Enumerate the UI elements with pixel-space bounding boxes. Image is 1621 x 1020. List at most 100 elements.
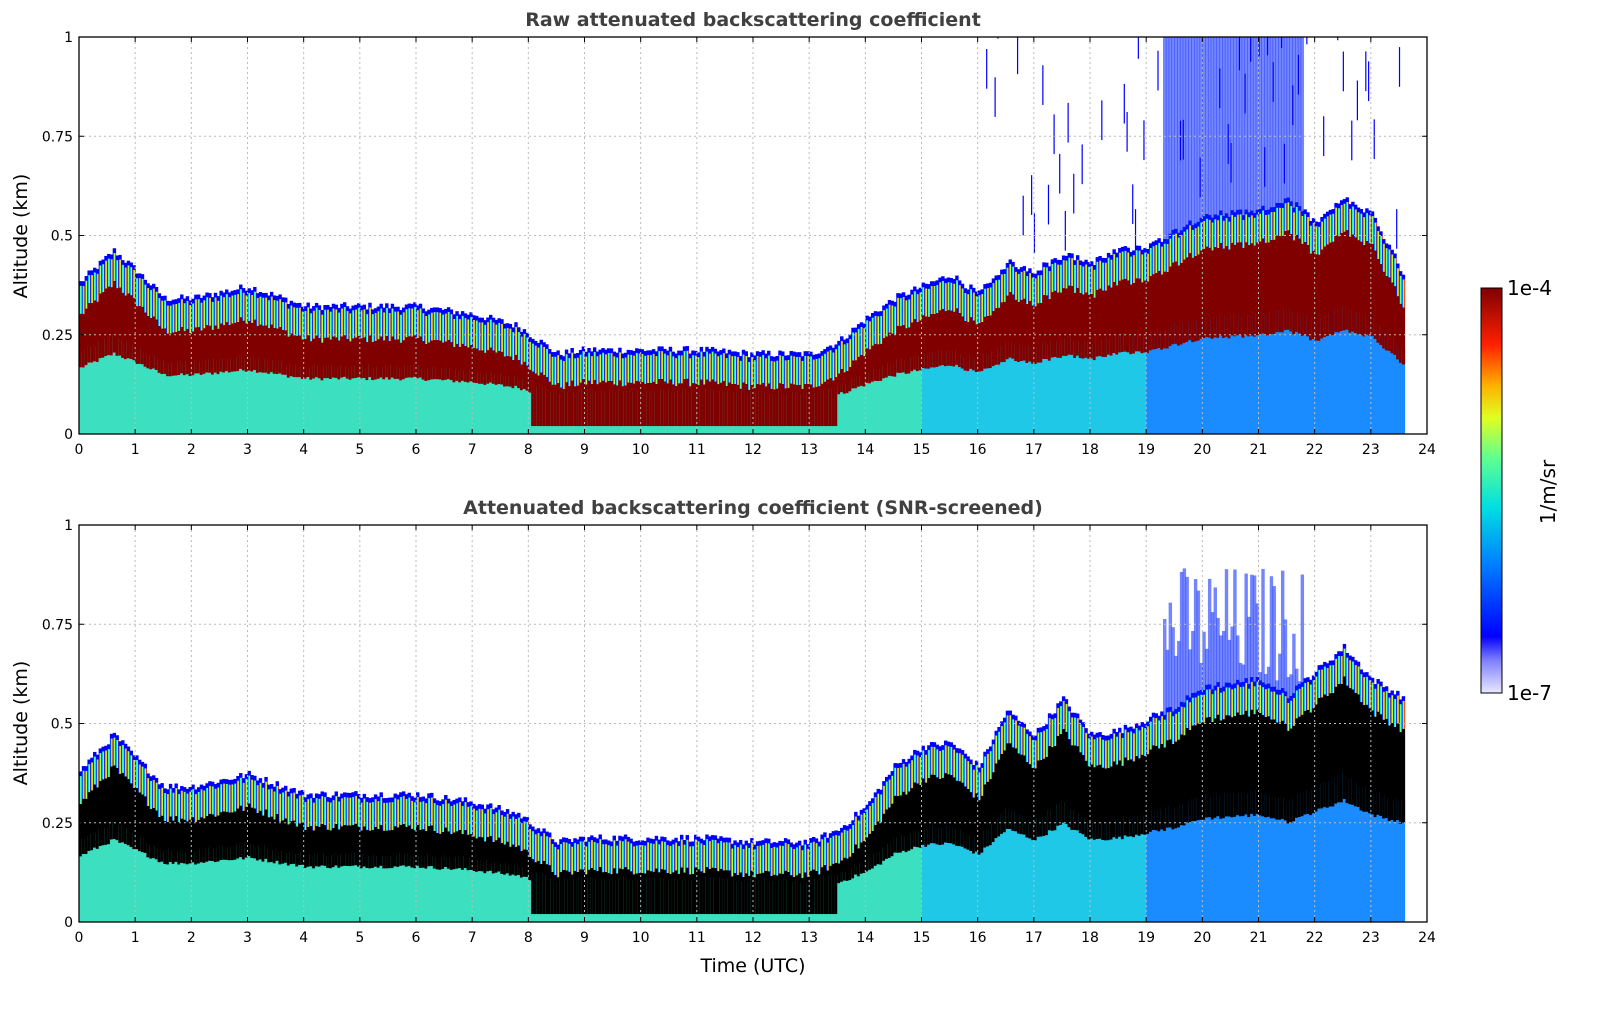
heatmap-cell [1008, 710, 1012, 716]
heatmap-cell [1368, 313, 1372, 434]
heatmap-cell [480, 860, 484, 922]
heatmap-cell [1168, 37, 1173, 239]
heatmap-cell [1064, 255, 1069, 261]
heatmap-cell [758, 845, 763, 874]
heatmap-cell [1207, 316, 1212, 434]
heatmap-cell [1042, 262, 1046, 268]
heatmap-cell [522, 866, 527, 922]
heatmap-cell [1098, 736, 1102, 765]
heatmap-cell [79, 771, 83, 777]
heatmap-cell [604, 382, 608, 427]
heatmap-cell [140, 794, 145, 853]
heatmap-cell [710, 346, 715, 352]
heatmap-cell [486, 859, 490, 922]
heatmap-cell [213, 358, 218, 434]
x-tick-label: 9 [580, 930, 589, 946]
heatmap-cell [410, 336, 414, 378]
x-tick-label: 14 [856, 930, 874, 946]
heatmap-cell [1295, 668, 1299, 691]
heatmap-cell [379, 336, 383, 378]
heatmap-cell [486, 317, 490, 323]
heatmap-cell [1289, 37, 1293, 207]
heatmap-cell [1306, 244, 1310, 337]
heatmap-cell [1011, 747, 1015, 831]
heatmap-cell [842, 825, 847, 830]
heatmap-cell [410, 828, 414, 868]
heatmap-cell [474, 805, 479, 811]
heatmap-cell [219, 295, 223, 324]
heatmap-cell [710, 835, 715, 840]
heatmap-cell [1396, 797, 1400, 922]
heatmap-cell [840, 336, 844, 342]
heatmap-cell [491, 317, 496, 323]
x-tick-label: 15 [913, 930, 931, 946]
heatmap-cell [342, 334, 347, 377]
heatmap-cell [584, 874, 588, 915]
heatmap-cell [1067, 711, 1071, 740]
heatmap-cell [500, 810, 504, 816]
heatmap-cell [1252, 315, 1257, 434]
heatmap-cell [365, 855, 369, 922]
heatmap-cell [171, 788, 176, 793]
heatmap-cell [202, 295, 206, 301]
heatmap-cell [81, 766, 86, 771]
heatmap-cell [1182, 231, 1187, 260]
heatmap-cell [1160, 241, 1164, 247]
heatmap-cell [1022, 298, 1027, 361]
heatmap-cell [685, 346, 690, 351]
heatmap-cell [1134, 332, 1139, 434]
heatmap-cell [764, 870, 768, 915]
heatmap-cell [452, 799, 456, 805]
heatmap-cell [1238, 37, 1241, 71]
heatmap-cell [629, 350, 633, 355]
heatmap-cell [284, 297, 288, 303]
heatmap-cell [921, 282, 925, 288]
heatmap-cell [1393, 258, 1397, 287]
heatmap-cell [1317, 697, 1321, 809]
heatmap-cell [1157, 238, 1161, 243]
heatmap-cell [455, 798, 459, 804]
heatmap-cell [275, 295, 279, 301]
heatmap-cell [205, 788, 209, 816]
heatmap-cell [618, 835, 622, 841]
heatmap-cell [640, 845, 645, 873]
heatmap-cell [135, 755, 139, 761]
heatmap-cell [772, 842, 777, 847]
heatmap-cell [578, 382, 583, 427]
heatmap-cell [1401, 349, 1406, 434]
heatmap-cell [713, 840, 718, 868]
heatmap-cell [1000, 814, 1004, 922]
heatmap-cell [123, 342, 128, 434]
heatmap-cell [921, 287, 925, 316]
heatmap-cell [1295, 309, 1299, 434]
heatmap-cell [1126, 280, 1130, 353]
heatmap-cell [416, 792, 420, 798]
heatmap-cell [719, 382, 723, 427]
heatmap-cell [1059, 733, 1063, 825]
heatmap-cell [1118, 817, 1122, 922]
x-tick-label: 14 [856, 442, 874, 458]
heatmap-cell [1317, 254, 1321, 341]
heatmap-cell [236, 321, 240, 372]
heatmap-cell [1067, 285, 1071, 355]
heatmap-cell [876, 316, 880, 345]
heatmap-cell [1022, 195, 1024, 236]
heatmap-cell [505, 809, 510, 814]
heatmap-cell [93, 831, 97, 922]
heatmap-cell [842, 372, 847, 394]
heatmap-cell [1188, 253, 1192, 341]
heatmap-cell [1244, 573, 1248, 683]
heatmap-cell [764, 843, 768, 871]
heatmap-cell [424, 803, 428, 832]
heatmap-cell [331, 854, 336, 922]
heatmap-cell [699, 838, 704, 844]
heatmap-cell [351, 338, 355, 379]
heatmap-cell [1314, 226, 1319, 255]
heatmap-cell [845, 343, 850, 371]
heatmap-cell [152, 288, 156, 317]
heatmap-cell [1163, 747, 1167, 831]
heatmap-cell [1199, 37, 1203, 223]
heatmap-cell [769, 847, 774, 876]
heatmap-cell [1283, 723, 1288, 821]
heatmap-cell [196, 294, 201, 300]
